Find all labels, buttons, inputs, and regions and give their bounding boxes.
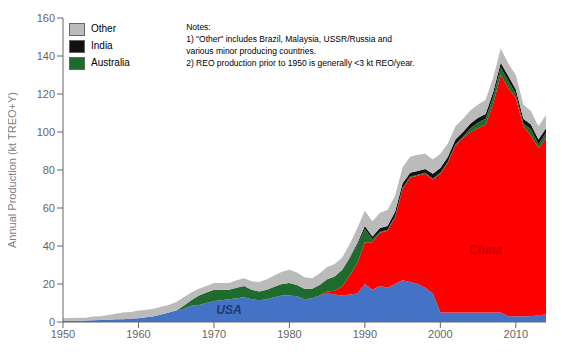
svg-text:120: 120 <box>37 88 55 100</box>
svg-text:160: 160 <box>37 12 55 24</box>
svg-text:2010: 2010 <box>504 328 528 340</box>
svg-text:40: 40 <box>43 240 55 252</box>
svg-text:1960: 1960 <box>126 328 150 340</box>
svg-text:1990: 1990 <box>353 328 377 340</box>
svg-text:0: 0 <box>49 316 55 328</box>
svg-text:USA: USA <box>216 303 241 317</box>
svg-text:1980: 1980 <box>277 328 301 340</box>
svg-text:Annual Production (kt TREO+Y): Annual Production (kt TREO+Y) <box>8 92 18 248</box>
html-text:Other: Other <box>91 23 116 34</box>
svg-text:1950: 1950 <box>51 328 75 340</box>
svg-text:1970: 1970 <box>202 328 226 340</box>
html-text:India: India <box>91 40 113 51</box>
svg-text:140: 140 <box>37 50 55 62</box>
svg-text:China: China <box>469 243 503 257</box>
svg-text:60: 60 <box>43 202 55 214</box>
svg-text:20: 20 <box>43 278 55 290</box>
svg-text:2000: 2000 <box>428 328 452 340</box>
svg-text:80: 80 <box>43 164 55 176</box>
html-text:Notes: 1) "Other" includes Bra: Notes: 1) "Other" includes Brazil, Malay… <box>186 22 415 68</box>
html-text:Australia: Australia <box>91 57 130 68</box>
svg-text:100: 100 <box>37 126 55 138</box>
